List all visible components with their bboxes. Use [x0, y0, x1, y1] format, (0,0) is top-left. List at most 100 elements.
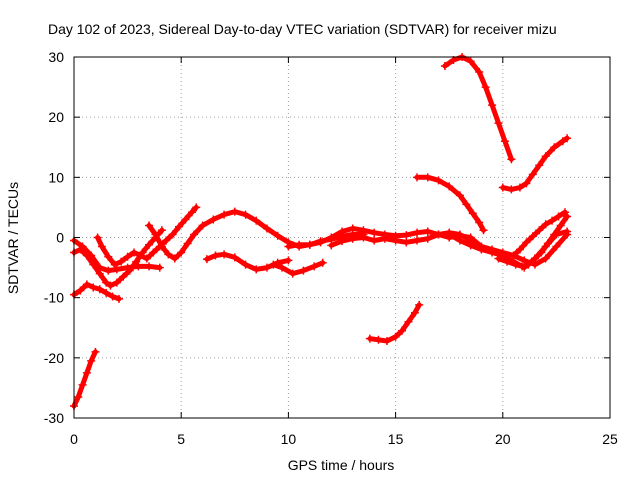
series-track — [367, 302, 422, 344]
data-point — [511, 260, 520, 269]
x-tick-label: 25 — [602, 431, 618, 447]
data-point — [145, 262, 154, 271]
data-point — [273, 231, 282, 240]
y-tick-label: -10 — [44, 290, 64, 306]
data-point — [488, 248, 497, 257]
data-point — [157, 242, 166, 251]
data-point — [74, 392, 83, 401]
data-point — [524, 260, 533, 269]
data-point — [82, 280, 91, 289]
data-point — [115, 294, 124, 303]
data-point — [102, 278, 111, 287]
data-point — [402, 238, 411, 247]
data-point — [475, 218, 484, 227]
data-point — [327, 241, 336, 250]
data-point — [479, 226, 488, 235]
data-point — [119, 272, 128, 281]
x-tick-label: 10 — [281, 431, 297, 447]
data-point — [157, 226, 166, 235]
data-point — [168, 230, 177, 239]
data-point — [488, 101, 497, 110]
series-track-17 — [498, 134, 572, 194]
y-tick-label: -20 — [44, 350, 64, 366]
series-track-4 — [70, 226, 166, 290]
data-point — [560, 208, 569, 217]
data-point — [374, 335, 383, 344]
data-point — [284, 256, 293, 265]
y-tick-label: 20 — [48, 109, 64, 125]
data-point — [494, 119, 503, 128]
data-point — [241, 260, 250, 269]
y-tick-label: 10 — [48, 169, 64, 185]
data-point — [391, 236, 400, 245]
data-point — [509, 251, 518, 260]
data-point — [541, 152, 550, 161]
series-track-5 — [93, 203, 201, 269]
data-point — [145, 240, 154, 249]
data-point — [477, 245, 486, 254]
data-series — [70, 53, 572, 410]
data-point — [391, 332, 400, 341]
axis-ticks: 0 5 10 15 20 25 -30 -20 -10 0 10 20 30 — [44, 49, 618, 447]
data-point — [305, 240, 314, 249]
x-axis-title: GPS time / hours — [288, 457, 395, 473]
data-point — [288, 269, 297, 278]
series-track — [71, 349, 98, 409]
data-point — [413, 173, 422, 182]
data-point — [494, 254, 503, 263]
data-point — [136, 251, 145, 260]
data-point — [187, 208, 196, 217]
series-track-1 — [70, 347, 100, 410]
data-point — [550, 143, 559, 152]
data-point — [507, 185, 516, 194]
data-point — [563, 212, 572, 221]
data-point — [130, 248, 139, 257]
data-point — [434, 176, 443, 185]
data-point — [269, 260, 278, 269]
data-point — [515, 245, 524, 254]
data-point — [541, 254, 550, 263]
data-point — [318, 258, 327, 267]
data-point — [359, 226, 368, 235]
data-point — [87, 356, 96, 365]
data-point — [522, 238, 531, 247]
data-point — [440, 62, 449, 71]
data-point — [78, 380, 87, 389]
data-point — [170, 254, 179, 263]
data-point — [515, 183, 524, 192]
data-point — [230, 207, 239, 216]
x-tick-label: 20 — [495, 431, 511, 447]
series-track-15 — [413, 173, 488, 235]
data-point — [277, 263, 286, 272]
data-point — [535, 161, 544, 170]
data-point — [455, 191, 464, 200]
series-track-8 — [269, 258, 327, 278]
data-point — [175, 222, 184, 231]
data-point — [123, 252, 132, 261]
data-point — [348, 234, 357, 243]
data-point — [507, 155, 516, 164]
data-point — [563, 134, 572, 143]
data-point — [466, 57, 475, 66]
x-tick-label: 0 — [70, 431, 78, 447]
data-point — [149, 248, 158, 257]
data-point — [241, 210, 250, 219]
data-point — [528, 170, 537, 179]
data-point — [410, 308, 419, 317]
data-point — [522, 179, 531, 188]
data-point — [211, 251, 220, 260]
data-point — [535, 226, 544, 235]
series-track-12 — [494, 212, 572, 271]
data-point — [89, 283, 98, 292]
data-point — [252, 216, 261, 225]
data-point — [198, 221, 207, 230]
data-point — [97, 242, 106, 251]
data-point — [365, 334, 374, 343]
data-point — [359, 233, 368, 242]
data-point — [82, 251, 91, 260]
data-point — [415, 300, 424, 309]
y-axis-title: SDTVAR / TECUs — [5, 182, 21, 294]
data-point — [284, 242, 293, 251]
data-point — [104, 252, 113, 261]
